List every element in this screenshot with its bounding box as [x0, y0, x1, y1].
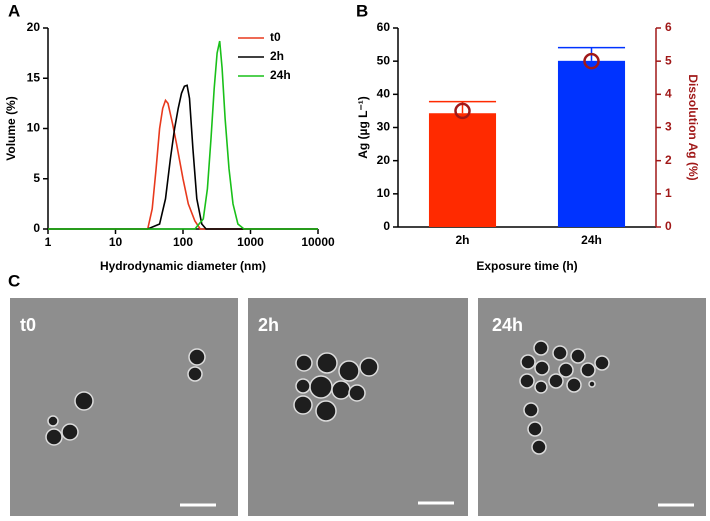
- x-tick-label: 24h: [581, 233, 602, 247]
- y2-tick-label: 2: [665, 153, 672, 167]
- y2-tick-label: 6: [665, 20, 672, 34]
- micrograph-label: 2h: [258, 315, 279, 335]
- panel-label: A: [8, 1, 20, 20]
- y2-tick-label: 3: [665, 120, 672, 134]
- bar: [428, 113, 497, 227]
- dissolution-marker: [583, 52, 600, 70]
- dissolution-marker: [454, 102, 471, 120]
- y2-axis-label: Dissolution Ag (%): [686, 74, 700, 180]
- legend-label: 24h: [270, 68, 291, 82]
- data-line: [48, 98, 318, 230]
- x-axis-label: Exposure time (h): [476, 259, 577, 273]
- y-tick-label: 30: [377, 120, 391, 134]
- y-tick-label: 5: [33, 171, 40, 185]
- y-tick-label: 0: [33, 221, 40, 235]
- x-tick-label: 100: [173, 235, 193, 249]
- x-tick-label: 1: [45, 235, 52, 249]
- micrograph-label: t0: [20, 315, 36, 335]
- micrograph: [10, 298, 238, 516]
- x-tick-label: 10: [109, 235, 123, 249]
- y-tick-label: 40: [377, 87, 391, 101]
- particles: [45, 340, 610, 455]
- y2-tick-label: 0: [665, 219, 672, 233]
- micrograph: [478, 298, 706, 516]
- y2-tick-label: 4: [665, 87, 672, 101]
- x-tick-label: 10000: [301, 235, 335, 249]
- x-axis-label: Hydrodynamic diameter (nm): [100, 259, 266, 273]
- micrograph-label: 24h: [492, 315, 523, 335]
- panel-label: B: [356, 1, 368, 20]
- data-line: [48, 84, 318, 230]
- y-tick-label: 10: [27, 121, 41, 135]
- x-tick-label: 1000: [237, 235, 264, 249]
- x-tick-label: 2h: [455, 233, 469, 247]
- panel-label: C: [8, 271, 20, 290]
- legend-label: 2h: [270, 49, 284, 63]
- y-tick-label: 0: [383, 219, 390, 233]
- y-tick-label: 10: [377, 186, 391, 200]
- micrographs: t0 2h 24h: [10, 298, 706, 516]
- y-axis-label: Ag (µg L⁻¹): [356, 96, 370, 159]
- y-tick-label: 15: [27, 70, 41, 84]
- y-tick-label: 20: [377, 153, 391, 167]
- data-line: [48, 40, 318, 230]
- y-axis-label: Volume (%): [4, 96, 18, 160]
- y-tick-label: 50: [377, 53, 391, 67]
- legend-label: t0: [270, 30, 281, 44]
- scale-bars: [180, 501, 694, 507]
- y2-tick-label: 1: [665, 186, 672, 200]
- bar: [557, 60, 626, 228]
- y2-tick-label: 5: [665, 53, 672, 67]
- y-tick-label: 60: [377, 20, 391, 34]
- y-tick-label: 20: [27, 20, 41, 34]
- micrograph: [248, 298, 468, 516]
